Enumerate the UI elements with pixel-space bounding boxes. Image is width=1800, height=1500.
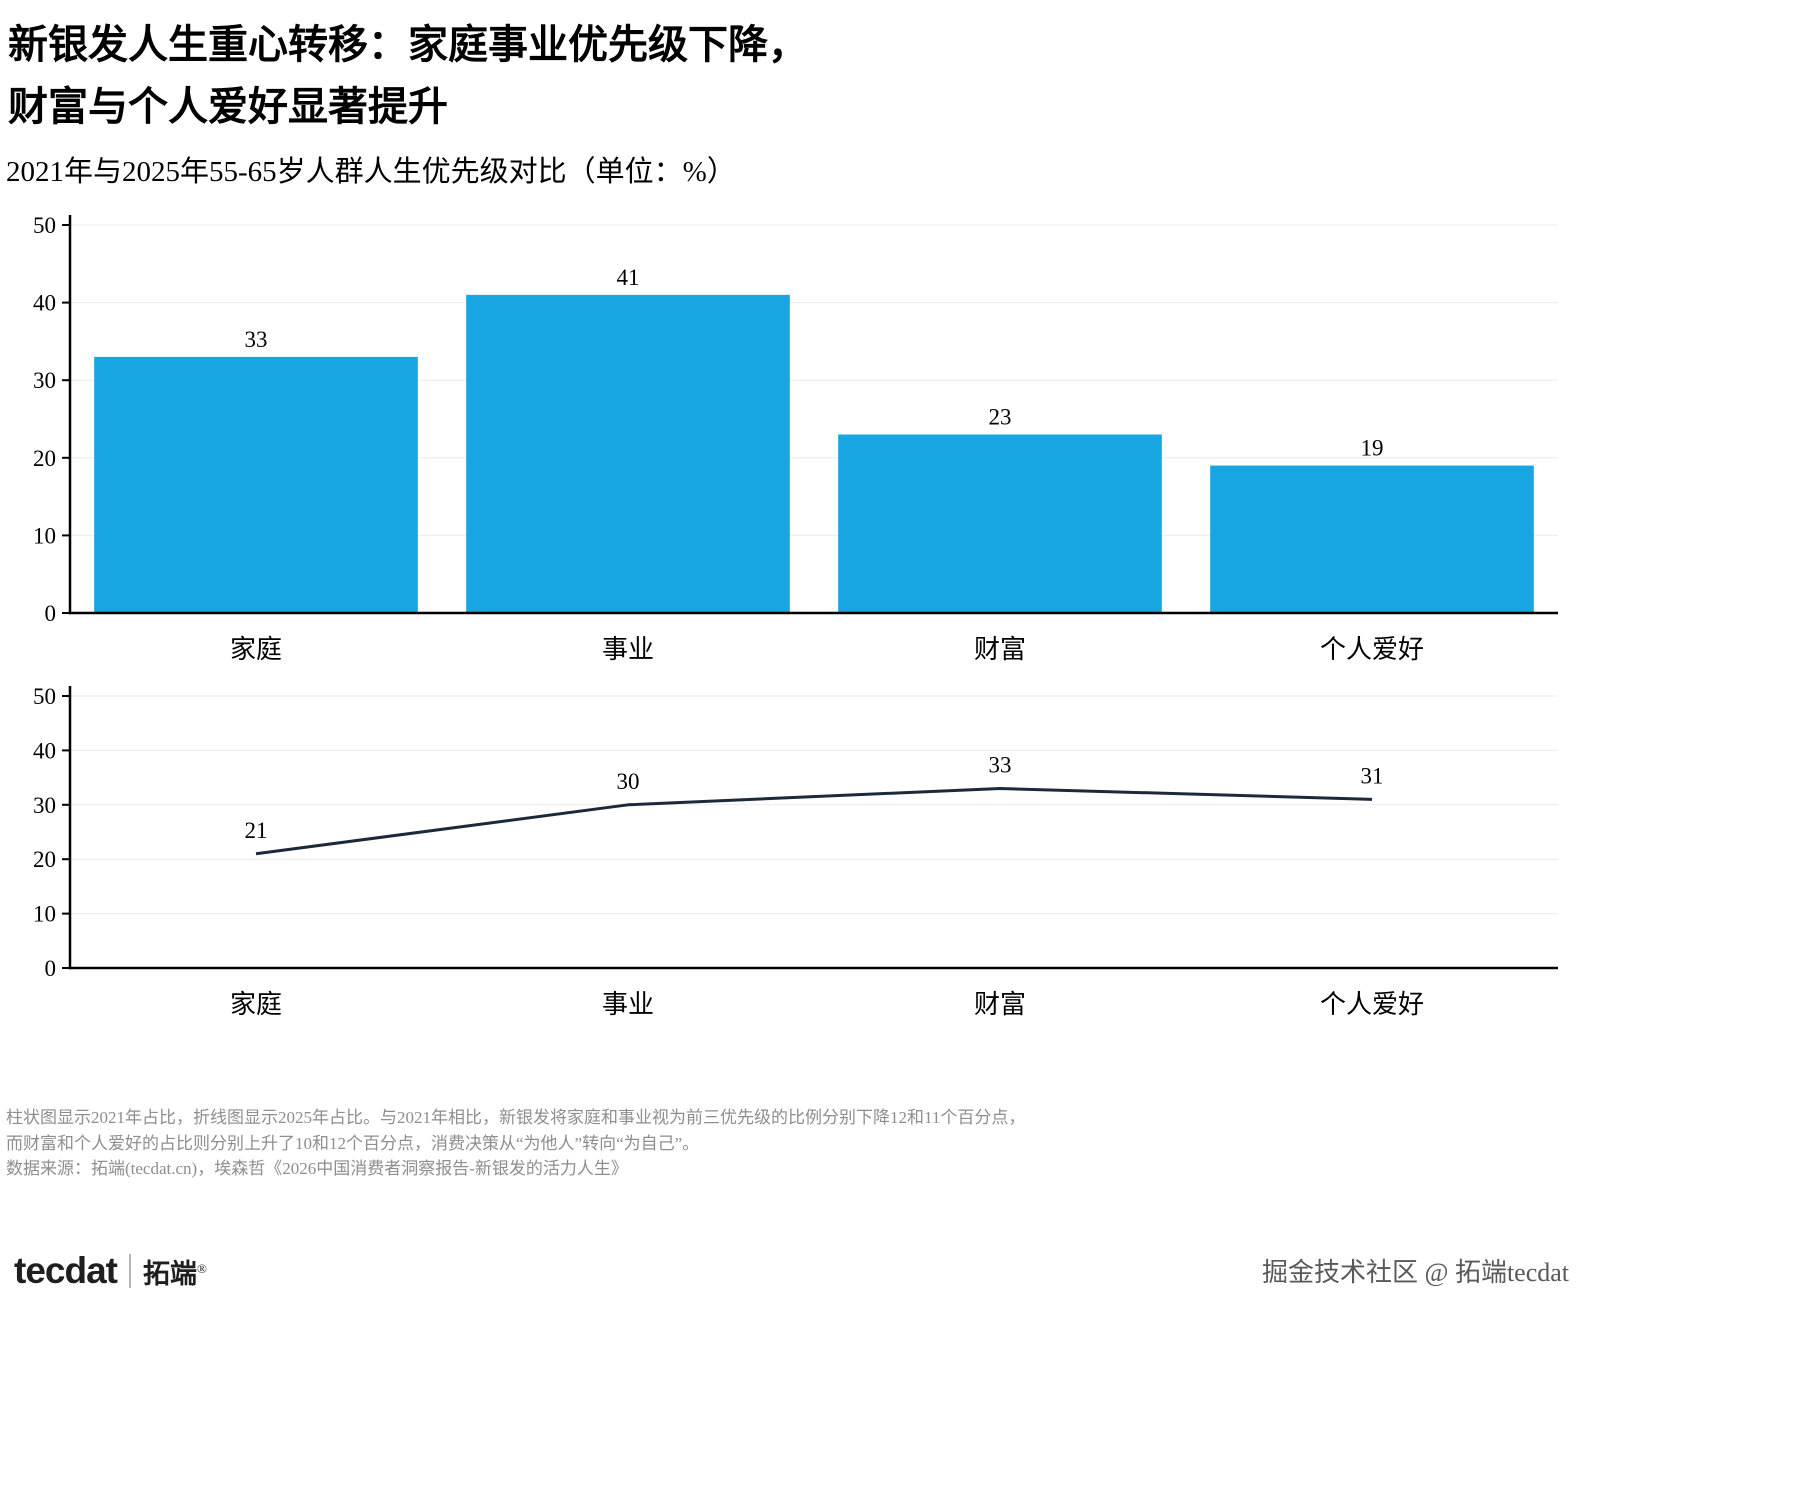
- svg-text:0: 0: [45, 601, 57, 626]
- svg-text:19: 19: [1361, 436, 1384, 461]
- svg-text:个人爱好: 个人爱好: [1320, 635, 1424, 664]
- title-line-1: 新银发人生重心转移：家庭事业优先级下降，: [8, 22, 808, 67]
- svg-text:0: 0: [45, 956, 57, 981]
- registered-mark: ®: [196, 1260, 207, 1276]
- svg-text:30: 30: [33, 793, 56, 818]
- svg-text:30: 30: [617, 769, 640, 794]
- logo-brand: 拓端®: [143, 1252, 207, 1291]
- svg-text:40: 40: [33, 738, 56, 763]
- svg-text:20: 20: [33, 446, 56, 471]
- page-title: 新银发人生重心转移：家庭事业优先级下降， 财富与个人爱好显著提升: [8, 14, 808, 138]
- svg-text:30: 30: [33, 368, 56, 393]
- watermark: 掘金技术社区 @ 拓端tecdat: [1262, 1258, 1570, 1287]
- svg-text:31: 31: [1361, 763, 1384, 788]
- svg-text:家庭: 家庭: [230, 990, 282, 1019]
- line-chart-2025: 21 30 33 31 0 10 20 30 40 50 家庭 事业 财富 个人爱好: [33, 684, 1558, 1019]
- title-line-2: 财富与个人爱好显著提升: [8, 84, 448, 129]
- svg-text:40: 40: [33, 291, 56, 316]
- logo-brand-text: 拓端: [142, 1258, 197, 1289]
- svg-text:41: 41: [617, 265, 640, 290]
- svg-text:10: 10: [33, 902, 56, 927]
- svg-text:33: 33: [245, 327, 268, 352]
- svg-text:财富: 财富: [974, 635, 1026, 664]
- footnote-line-2: 而财富和个人爱好的占比则分别上升了10和12个百分点，消费决策从“为他人”转向“…: [6, 1133, 700, 1153]
- svg-text:50: 50: [33, 684, 56, 709]
- svg-text:个人爱好: 个人爱好: [1320, 990, 1424, 1019]
- footnote-line-3: 数据来源：拓端(tecdat.cn)，埃森哲《2026中国消费者洞察报告-新银发…: [6, 1159, 628, 1178]
- svg-text:家庭: 家庭: [230, 635, 282, 664]
- svg-text:33: 33: [989, 752, 1012, 777]
- svg-text:财富: 财富: [974, 990, 1026, 1019]
- bar-chart-2021: 33 41 23 19 0 10 20 30 40 50 家庭 事业 财富 个人爱好: [33, 213, 1558, 664]
- tecdat-logo: tecdat 拓端®: [14, 1250, 207, 1292]
- svg-text:21: 21: [245, 818, 268, 843]
- svg-text:23: 23: [989, 405, 1012, 430]
- logo-wordmark: tecdat: [14, 1250, 118, 1291]
- footnote-line-1: 柱状图显示2021年占比，折线图显示2025年占比。与2021年相比，新银发将家…: [6, 1108, 1026, 1127]
- footnote: 柱状图显示2021年占比，折线图显示2025年占比。与2021年相比，新银发将家…: [6, 1105, 1025, 1182]
- logo-divider: [128, 1254, 131, 1288]
- svg-text:事业: 事业: [602, 635, 654, 664]
- svg-text:10: 10: [33, 523, 56, 548]
- svg-text:20: 20: [33, 847, 56, 872]
- svg-text:事业: 事业: [602, 990, 654, 1019]
- chart-subtitle: 2021年与2025年55-65岁人群人生优先级对比（单位：%）: [6, 156, 736, 188]
- svg-text:50: 50: [33, 213, 56, 238]
